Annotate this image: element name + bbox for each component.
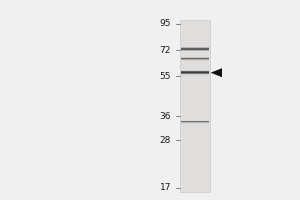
Text: 28: 28	[160, 136, 171, 145]
Polygon shape	[211, 68, 222, 77]
Bar	[180, 20, 210, 192]
Text: 55: 55	[160, 72, 171, 81]
Text: 95: 95	[160, 19, 171, 28]
Text: 72: 72	[160, 46, 171, 55]
Text: 36: 36	[160, 112, 171, 121]
Text: 17: 17	[160, 184, 171, 192]
